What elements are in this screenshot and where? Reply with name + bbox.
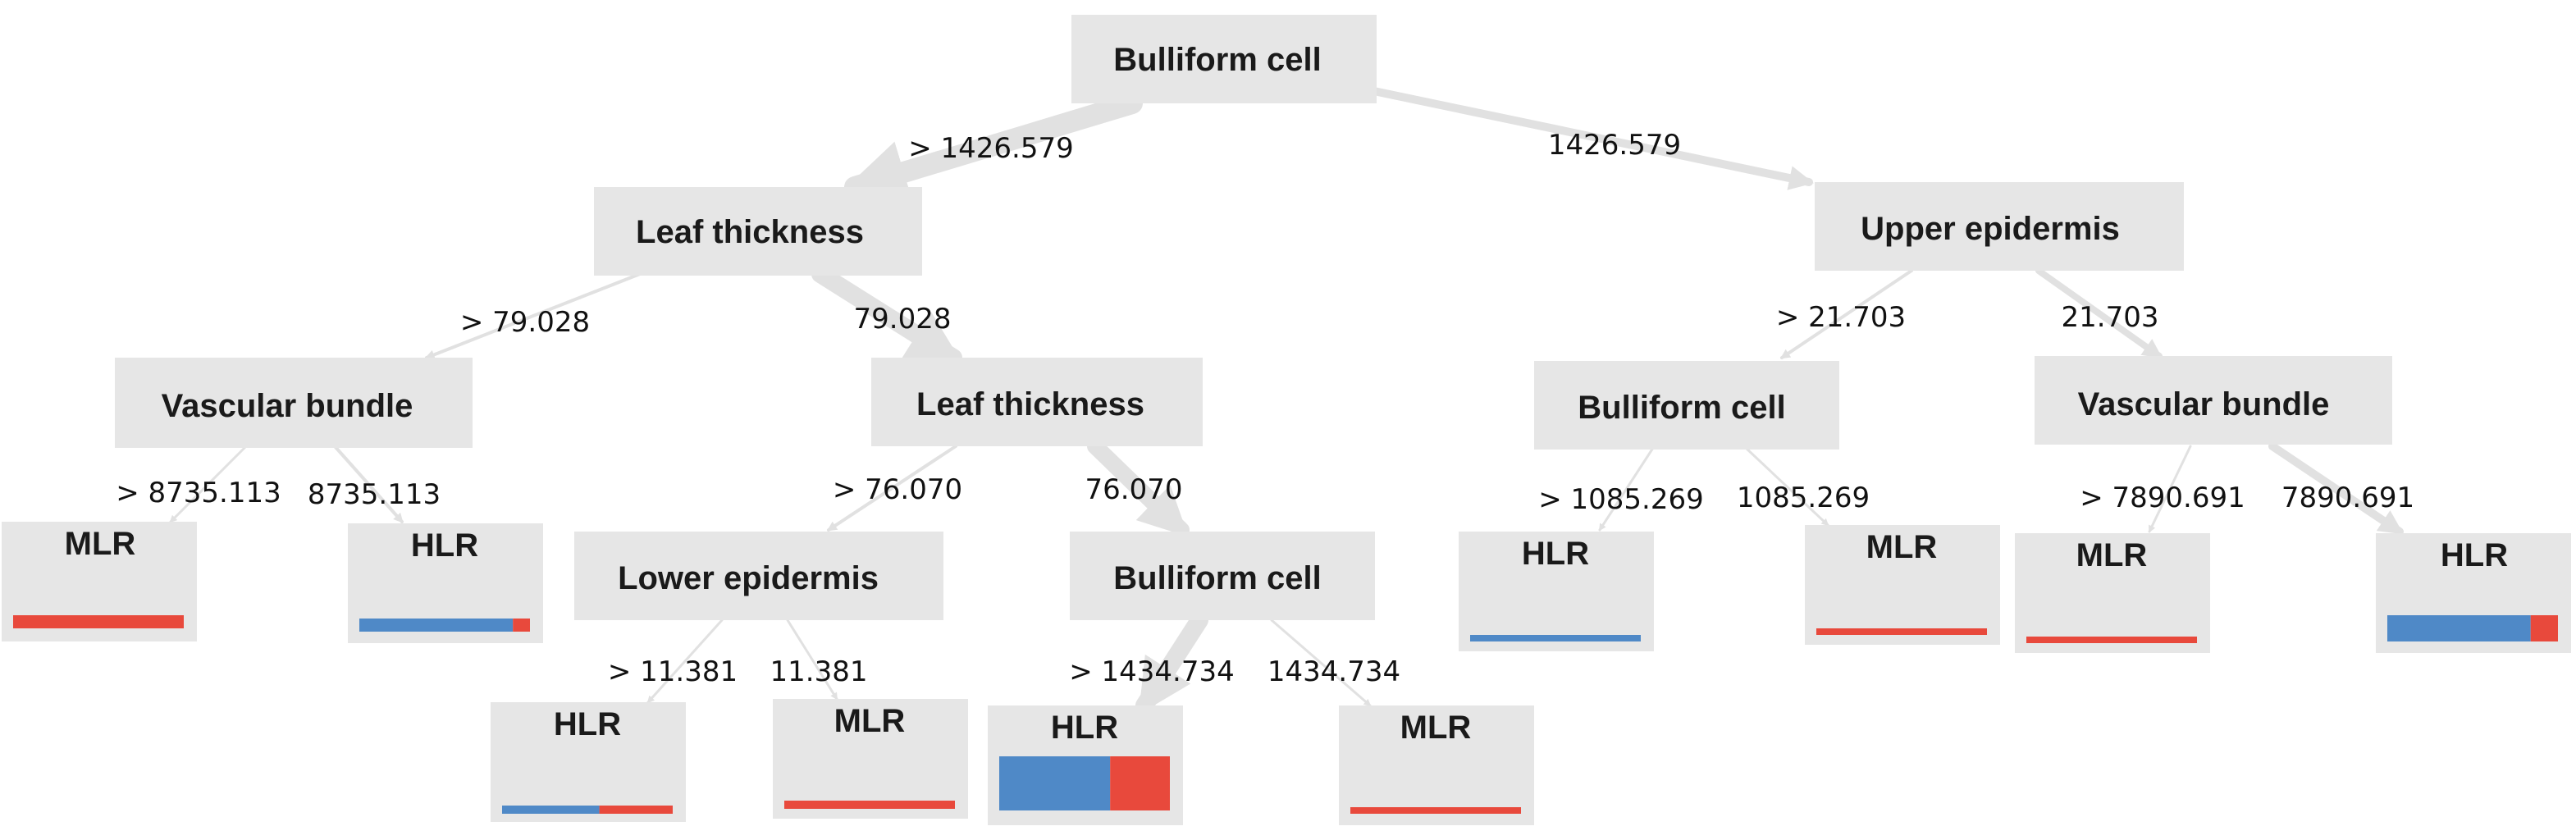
mlr-bar [2026,637,2197,643]
leaf-label: HLR [554,706,621,742]
edge-root-right [1366,86,1814,190]
leaf-node[interactable]: HLR [2376,533,2571,653]
edge-label-root-right: 1426.579 [1548,129,1681,162]
leaf-node[interactable]: MLR [2015,533,2210,653]
mlr-bar [513,619,530,632]
edge-label-bc3-left: > 1434.734 [1069,655,1235,688]
edge-lt1-left [424,272,642,360]
edge-label-ue-right: 21.703 [2062,301,2159,334]
hlr-bar [502,806,600,814]
edge-label-le-left: > 11.381 [608,655,738,688]
edge-ue-left [1780,269,1913,359]
node-lower-epidermis[interactable]: Lower epidermis [574,532,943,620]
mlr-bar [1816,628,1987,635]
mlr-bar [599,806,673,814]
node-label: Bulliform cell [1578,390,1785,426]
leaf-node[interactable]: HLR [988,705,1183,825]
edge-lt2-left [826,445,957,532]
edge-vb2-left [2148,445,2192,533]
edge-vb1-left [169,445,248,523]
leaf-label: MLR [2076,537,2148,573]
edge-label-vb2-left: > 7890.691 [2080,482,2245,514]
node-bulliform-cell-3[interactable]: Bulliform cell [1070,532,1375,620]
mlr-bar [1110,756,1170,810]
node-label: Lower epidermis [618,560,879,596]
edge-label-vb1-right: 8735.113 [308,478,441,511]
leaf-node[interactable]: MLR [1805,525,2000,645]
node-bulliform-cell-2[interactable]: Bulliform cell [1534,361,1839,450]
edge-lt1-right [811,265,963,367]
leaf-node[interactable]: MLR [773,699,968,819]
edge-label-le-right: 11.381 [770,655,868,688]
leaf-label: MLR [1400,710,1472,746]
leaf-label: MLR [65,526,136,562]
node-vascular-bundle-1[interactable]: Vascular bundle [115,358,473,448]
edge-le-left [646,619,724,704]
node-label: Bulliform cell [1113,42,1321,78]
edge-vb2-right [2268,442,2404,536]
edge-vb1-right [333,445,404,523]
leaf-label: HLR [411,527,478,564]
edge-label-vb1-left: > 8735.113 [116,477,281,509]
decision-nodes: Bulliform cell Leaf thickness Upper epid… [115,15,2392,620]
edge-label-lt1-right: 79.028 [854,303,952,336]
edge-lt2-right [1087,438,1190,538]
node-leaf-thickness-1[interactable]: Leaf thickness [594,187,922,276]
node-label: Vascular bundle [162,388,413,424]
node-vascular-bundle-2[interactable]: Vascular bundle [2035,356,2392,445]
leaf-label: HLR [1522,536,1589,572]
hlr-bar [999,756,1111,810]
leaf-node[interactable]: HLR [491,702,686,822]
node-label: Upper epidermis [1861,211,2120,247]
edge-root-left [843,93,1143,203]
edge-label-lt2-left: > 76.070 [833,473,962,506]
edge-bc3-right [1270,619,1372,707]
node-upper-epidermis[interactable]: Upper epidermis [1815,182,2184,271]
node-root[interactable]: Bulliform cell [1071,15,1377,103]
edge-label-vb2-right: 7890.691 [2281,482,2414,514]
node-leaf-thickness-2[interactable]: Leaf thickness [871,358,1203,446]
mlr-bar [784,801,955,809]
mlr-bar [1350,807,1521,814]
edge-le-right [786,619,838,701]
edge-ue-right [2035,267,2163,359]
leaf-label: MLR [1866,529,1938,565]
leaf-node[interactable]: HLR [348,523,543,643]
node-label: Bulliform cell [1113,560,1321,596]
leaf-node[interactable]: MLR [2,522,197,641]
mlr-bar [13,615,184,628]
edge-label-lt2-right: 76.070 [1085,473,1183,506]
mlr-bar [2530,615,2558,641]
edges [169,86,2404,715]
node-label: Leaf thickness [636,214,864,250]
leaf-nodes: MLR HLR HLR MLR HLR MLR HLR MLR [2,522,2571,825]
edge-label-root-left: > 1426.579 [908,132,1074,165]
hlr-bar [2387,615,2531,641]
leaf-node[interactable]: HLR [1459,532,1654,651]
leaf-label: HLR [1051,710,1118,746]
edge-labels: > 1426.579 1426.579 > 79.028 79.028 > 21… [116,129,2414,688]
edge-label-bc2-left: > 1085.269 [1538,483,1704,516]
hlr-bar [359,619,514,632]
node-label: Leaf thickness [916,386,1144,422]
edge-bc2-left [1598,446,1655,532]
edge-bc3-left [1135,611,1208,715]
edge-label-lt1-left: > 79.028 [460,306,590,339]
leaf-node[interactable]: MLR [1339,705,1534,825]
edge-label-ue-left: > 21.703 [1776,301,1906,334]
leaf-label: HLR [2441,537,2508,573]
hlr-bar [1470,635,1641,641]
edge-bc2-right [1744,446,1829,527]
node-label: Vascular bundle [2078,386,2330,422]
edge-label-bc3-right: 1434.734 [1267,655,1400,688]
edge-label-bc2-right: 1085.269 [1737,482,1870,514]
leaf-label: MLR [834,703,906,739]
